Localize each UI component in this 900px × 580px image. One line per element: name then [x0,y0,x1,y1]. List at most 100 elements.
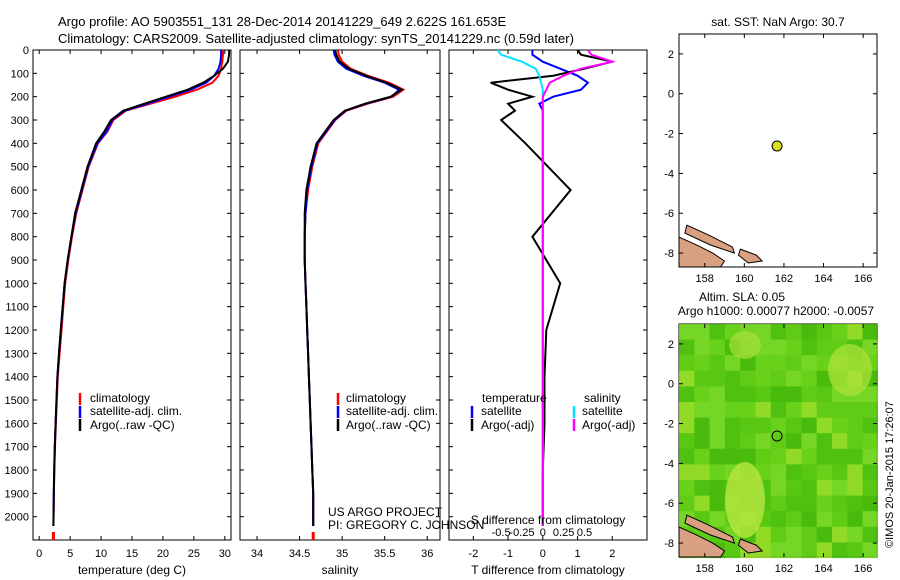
series-line-satellite-adj-clim- [52,50,223,527]
temperature-lines [51,50,231,540]
legend-header-salinity: salinity [584,391,621,405]
sst-map-title: sat. SST: NaN Argo: 30.7 [711,15,845,29]
y-tick-label: 1400 [5,372,29,384]
legend-header-temperature: temperature [482,391,547,405]
sla-cell [832,324,848,340]
land-polygon [684,224,736,254]
sla-cell [740,355,756,371]
sla-map-field [679,324,878,559]
sla-map-land [678,514,764,558]
sla-cell [832,526,848,543]
y-tick-label: 1200 [5,325,29,337]
map-x-tick-label: 160 [735,273,753,285]
map-y-tick-label: -8 [664,248,674,260]
sla-cell [694,355,710,371]
series-line-temperature-satellite [531,50,590,526]
series-line-satellite-adj-clim- [303,49,401,526]
sst-map-frame [678,33,878,268]
temperature-xlabel: temperature (deg C) [78,563,186,577]
sla-cell [862,542,878,559]
x-tick-label: 35.5 [374,548,395,560]
x-tick-label: 30 [219,548,231,560]
x-tick-label: 34 [251,548,263,560]
y-tick-label: 1100 [5,302,29,314]
sla-cell [862,433,878,449]
sla-cell [847,417,863,434]
series-line-argo-raw-qc- [303,49,404,526]
sla-cell [724,417,741,434]
sla-cell [816,370,833,387]
legend-label-t-satellite: satellite [481,404,522,418]
x-tick-label: 10 [95,548,107,560]
series-line-climatology [52,50,224,527]
sla-cell [724,402,741,418]
x-tick-label: 0 [540,548,546,560]
sla-cell [862,464,878,481]
sla-cell [679,480,695,496]
sla-high-patch [729,331,761,359]
sla-cell [801,480,817,496]
sla-map-title-2: Argo h1000: 0.00077 h2000: -0.0057 [678,304,874,318]
sla-cell [786,324,802,340]
sla-cell [847,526,863,543]
sla-cell [862,511,878,527]
sla-cell [801,370,817,387]
map-x-tick-label: 162 [775,273,793,285]
sla-cell [832,495,848,512]
sla-cell [709,370,725,387]
sla-cell [770,480,787,496]
y-tick-label: 500 [11,162,29,174]
sla-map-ticks: 158 160 162 164 166 2 0 -2 -4 -6 -8 [664,324,877,575]
x-tick-label: 0 [36,548,42,560]
map-y-tick-label: 0 [668,89,674,101]
sla-cell [801,448,817,465]
sla-cell [709,511,725,527]
salinity-frame [239,49,441,541]
sla-cell [694,495,710,512]
x-tick-label: 5 [67,548,73,560]
sla-cell [724,370,741,387]
difference-ticks: -2 -1 0 1 2 -0.5-0.25 0 0.25 0.5 [449,49,647,560]
sla-cell [801,324,817,340]
map-y-tick-label: -2 [664,419,674,431]
sla-cell [801,464,817,481]
salinity-legend: climatology satellite-adj. clim. Argo(..… [336,391,438,432]
sla-cell [801,402,817,418]
sla-cell [755,542,771,559]
x-tick-label: 34.5 [289,548,310,560]
series-line-argo-raw-qc- [52,50,231,527]
sla-cell [694,386,710,403]
sla-cell [801,433,817,449]
y-tick-label: 400 [11,138,29,150]
land-polygon [678,236,726,268]
sla-cell [724,542,741,559]
sla-cell [816,542,833,559]
header-line-1: Argo profile: AO 5903551_131 28-Dec-2014… [58,14,506,29]
y-tick-label: 1000 [5,278,29,290]
argo-float-marker-sla [771,430,783,442]
sla-cell [816,433,833,449]
sla-cell [770,448,787,465]
sla-cell [679,402,695,418]
sla-cell [816,480,833,496]
sla-cell [740,386,756,403]
x-tick-label: 20 [157,548,169,560]
map-y-tick-label: 2 [668,49,674,61]
legend-label-climatology: climatology [346,391,406,405]
sla-cell [847,448,863,465]
sla-cell [862,402,878,418]
map-x-tick-label: 158 [696,563,714,575]
sla-cell [801,417,817,434]
map-x-tick-label: 160 [735,563,753,575]
sla-cell [755,448,771,465]
sla-cell [679,339,695,356]
map-x-tick-label: 162 [775,563,793,575]
sla-cell [816,448,833,465]
salinity-lines [303,49,406,540]
sla-cell [755,433,771,449]
sla-cell [740,402,756,418]
map-y-tick-label: -8 [664,538,674,550]
sla-cell [786,448,802,465]
sla-cell [770,417,787,434]
